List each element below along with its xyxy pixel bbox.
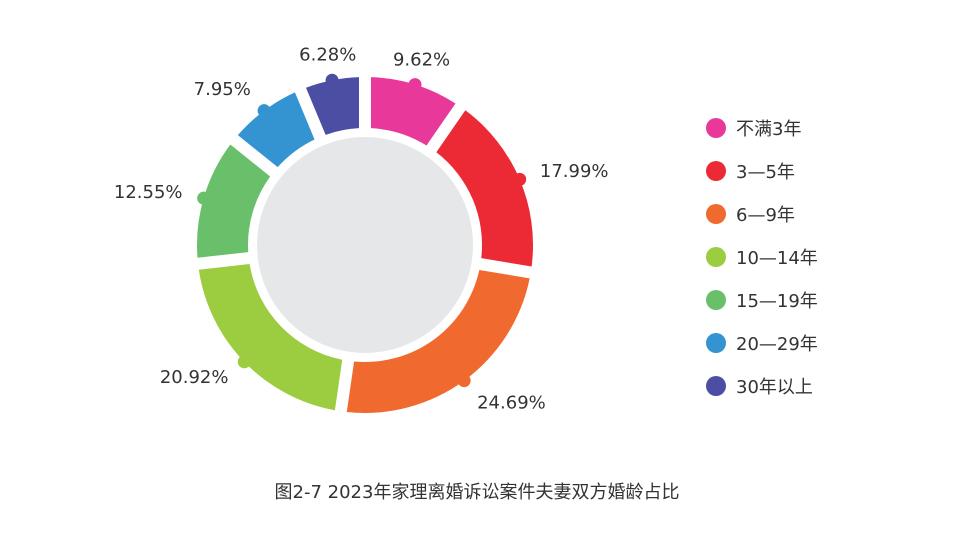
legend-label: 3—5年 xyxy=(736,161,795,183)
legend-item: 30年以上 xyxy=(706,364,926,407)
slice-3-marker xyxy=(408,78,422,92)
slice-3-5 xyxy=(436,110,533,267)
slice-20-29 xyxy=(237,92,315,168)
legend-label: 6—9年 xyxy=(736,204,795,226)
legend-item: 10—14年 xyxy=(706,235,926,278)
legend-item: 20—29年 xyxy=(706,321,926,364)
legend-label: 不满3年 xyxy=(736,118,802,140)
legend-swatch xyxy=(706,375,726,396)
legend-item: 15—19年 xyxy=(706,278,926,321)
slice-6-9-marker xyxy=(457,374,471,388)
legend-swatch xyxy=(706,117,726,138)
slice-6-9 xyxy=(346,269,530,413)
legend-label: 10—14年 xyxy=(736,247,818,269)
slice-15-19-value-label: 12.55% xyxy=(114,182,183,203)
slice-30 xyxy=(305,77,360,135)
slice-10-14-value-label: 20.92% xyxy=(160,367,229,388)
slice-15-19 xyxy=(197,144,271,258)
slice-20-29-value-label: 7.95% xyxy=(194,79,251,100)
legend-item: 3—5年 xyxy=(706,149,926,192)
slice-3 xyxy=(370,77,456,146)
legend-swatch xyxy=(706,203,726,224)
legend-swatch xyxy=(706,289,726,310)
slice-6-9-value-label: 24.69% xyxy=(477,392,546,413)
slice-20-29-marker xyxy=(257,104,271,118)
slice-3-5-marker xyxy=(513,172,527,186)
legend-label: 30年以上 xyxy=(736,376,813,398)
legend-label: 20—29年 xyxy=(736,333,818,355)
chart-slices xyxy=(197,73,533,413)
chart-caption: 图2-7 2023年家理离婚诉讼案件夫妻双方婚龄占比 xyxy=(274,482,680,503)
slice-30-marker xyxy=(325,73,339,87)
chart-legend: 不满3年 3—5年 6—9年 10—14年 15—19年 20—29年 30年以上 xyxy=(706,106,926,407)
slice-3-value-label: 9.62% xyxy=(393,50,450,71)
slice-10-14 xyxy=(198,264,343,411)
legend-item: 6—9年 xyxy=(706,192,926,235)
slice-3-5-value-label: 17.99% xyxy=(540,161,609,182)
slice-15-19-marker xyxy=(197,191,211,205)
slice-10-14-marker xyxy=(237,355,251,369)
legend-swatch xyxy=(706,332,726,353)
legend-item: 不满3年 xyxy=(706,106,926,149)
chart-center-disc xyxy=(257,137,473,353)
legend-swatch xyxy=(706,160,726,181)
slice-30-value-label: 6.28% xyxy=(299,45,356,66)
legend-swatch xyxy=(706,246,726,267)
chart-value-labels: 9.62% 17.99% 24.69% 20.92% 12.55% 7.95% 6.28% xyxy=(114,45,609,414)
legend-label: 15—19年 xyxy=(736,290,818,312)
